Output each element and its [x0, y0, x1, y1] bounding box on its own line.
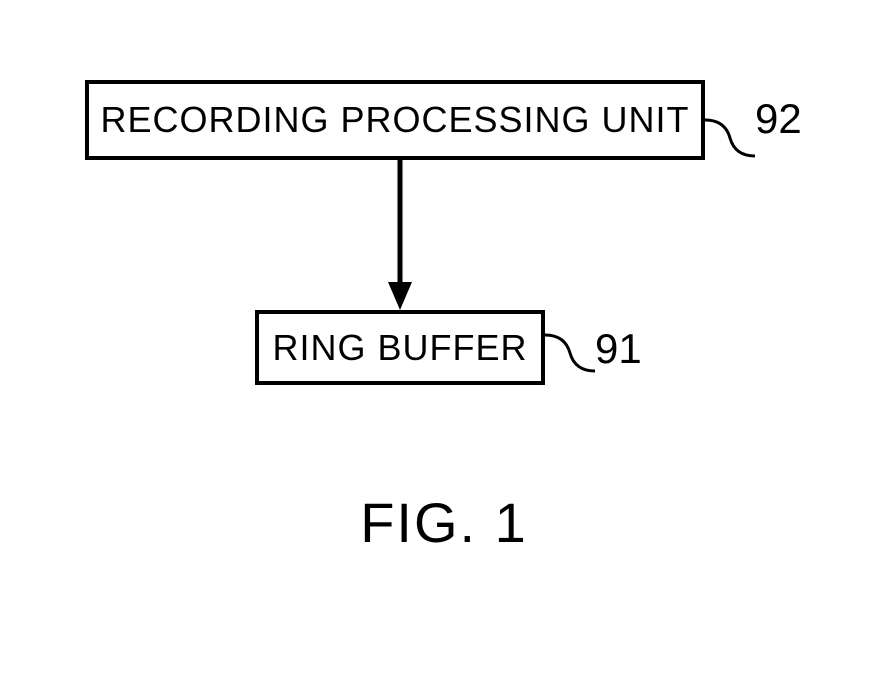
figure-label: FIG. 1 — [0, 490, 888, 555]
ref-connector-91 — [545, 333, 595, 373]
node-ring-buffer-label: RING BUFFER — [272, 327, 527, 369]
arrow-down — [388, 160, 412, 310]
node-recording-unit: RECORDING PROCESSING UNIT — [85, 80, 705, 160]
ref-number-91: 91 — [595, 325, 642, 373]
node-ring-buffer: RING BUFFER — [255, 310, 545, 385]
ref-connector-92 — [705, 118, 755, 158]
diagram-container: RECORDING PROCESSING UNIT 92 RING BUFFER… — [0, 0, 888, 673]
node-recording-unit-label: RECORDING PROCESSING UNIT — [100, 99, 689, 141]
ref-number-92: 92 — [755, 95, 802, 143]
